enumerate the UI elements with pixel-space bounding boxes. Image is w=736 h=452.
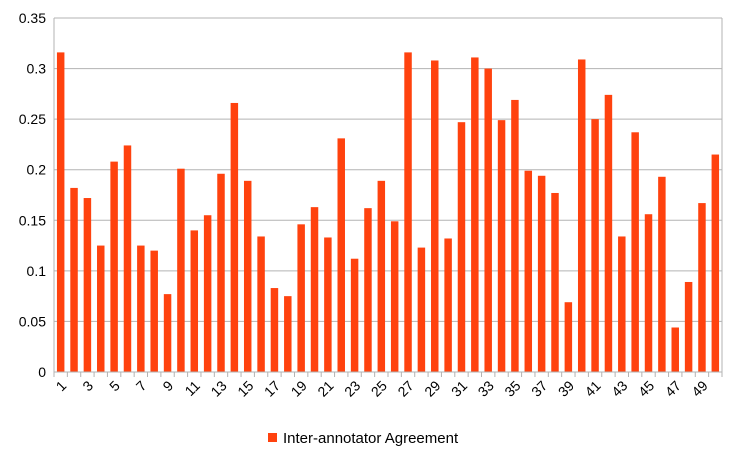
bar [337,138,345,372]
bar [684,281,693,372]
bar [604,94,613,373]
x-tick-label: 37 [528,377,550,399]
legend: Inter-annotator Agreement [268,430,459,447]
y-tick-label: 0.2 [27,162,47,178]
bar [551,192,559,372]
bar [230,102,239,373]
bar [243,180,252,372]
bar [123,145,132,372]
x-tick-label: 31 [448,377,470,399]
bar [217,173,225,372]
bar [658,176,666,372]
x-tick-label: 13 [207,377,229,399]
x-tick-label: 33 [475,377,497,399]
x-tick-label: 41 [581,377,603,399]
y-tick-label: 0.35 [19,10,46,26]
bar [364,208,372,372]
bar [110,161,118,372]
legend-label: Inter-annotator Agreement [283,430,459,447]
x-tick-label: 23 [341,377,363,399]
bar [537,175,546,372]
bar [457,122,466,373]
y-tick-labels: 0 0.05 0.1 0.15 0.2 0.25 0.3 0.35 [19,10,46,380]
x-tick-label: 35 [501,377,523,399]
bar [444,238,452,372]
x-tick-labels: 1 3 5 7 9 11 13 15 17 19 21 23 25 27 29 31 33 35 37 39 41 43 4… [53,377,711,399]
bar [711,154,720,372]
bar [177,168,185,372]
bar [390,221,399,372]
bar [577,59,586,372]
bar [150,250,158,372]
bar [431,60,439,372]
bar [497,120,506,373]
x-tick-label: 21 [314,377,336,399]
bar [377,180,386,372]
bar [644,214,653,372]
bar [698,203,706,372]
x-tick-label: 17 [261,377,283,399]
x-tick-label: 27 [394,377,416,399]
x-tick-label: 47 [662,377,684,399]
bar [137,245,145,372]
bar [671,327,679,372]
bar [324,237,332,372]
x-tick-label: 7 [133,377,150,394]
y-tick-label: 0.05 [19,313,46,329]
x-tick-label: 19 [288,377,310,399]
x-tick-label: 49 [688,377,710,399]
bar [270,288,279,372]
y-tick-label: 0 [38,364,46,380]
bar [484,68,492,372]
y-tick-label: 0.3 [27,61,47,77]
bar [591,119,599,372]
bar [203,215,212,372]
bar [190,230,199,372]
x-tick-label: 3 [79,377,96,394]
bar [524,170,533,372]
bar [97,245,105,372]
bar [631,132,639,372]
bar [83,198,92,372]
bars [56,52,720,373]
bar [297,224,305,372]
bar [417,247,426,372]
x-tick-label: 29 [421,377,443,399]
bar [163,294,172,372]
bar [618,236,626,372]
y-tick-label: 0.25 [19,111,46,127]
x-tick-label: 1 [53,377,70,394]
bar [70,187,78,372]
bar [284,296,292,372]
y-tick-label: 0.1 [27,263,47,279]
x-tick-label: 25 [368,377,390,399]
x-tick-label: 11 [181,377,203,399]
x-tick-label: 15 [234,377,256,399]
x-tick-label: 5 [106,377,123,394]
bar [350,258,359,372]
x-tick-label: 45 [635,377,657,399]
axes [53,18,723,377]
bar [56,52,65,372]
x-tick-label: 39 [555,377,577,399]
legend-swatch [268,433,277,442]
bar [564,302,573,372]
bar [471,57,479,372]
x-tick-label: 9 [159,377,176,394]
y-tick-label: 0.15 [19,212,46,228]
bar [257,236,265,372]
bar [511,99,519,373]
bar [310,207,319,372]
bar [404,52,412,372]
x-tick-label: 43 [608,377,630,399]
